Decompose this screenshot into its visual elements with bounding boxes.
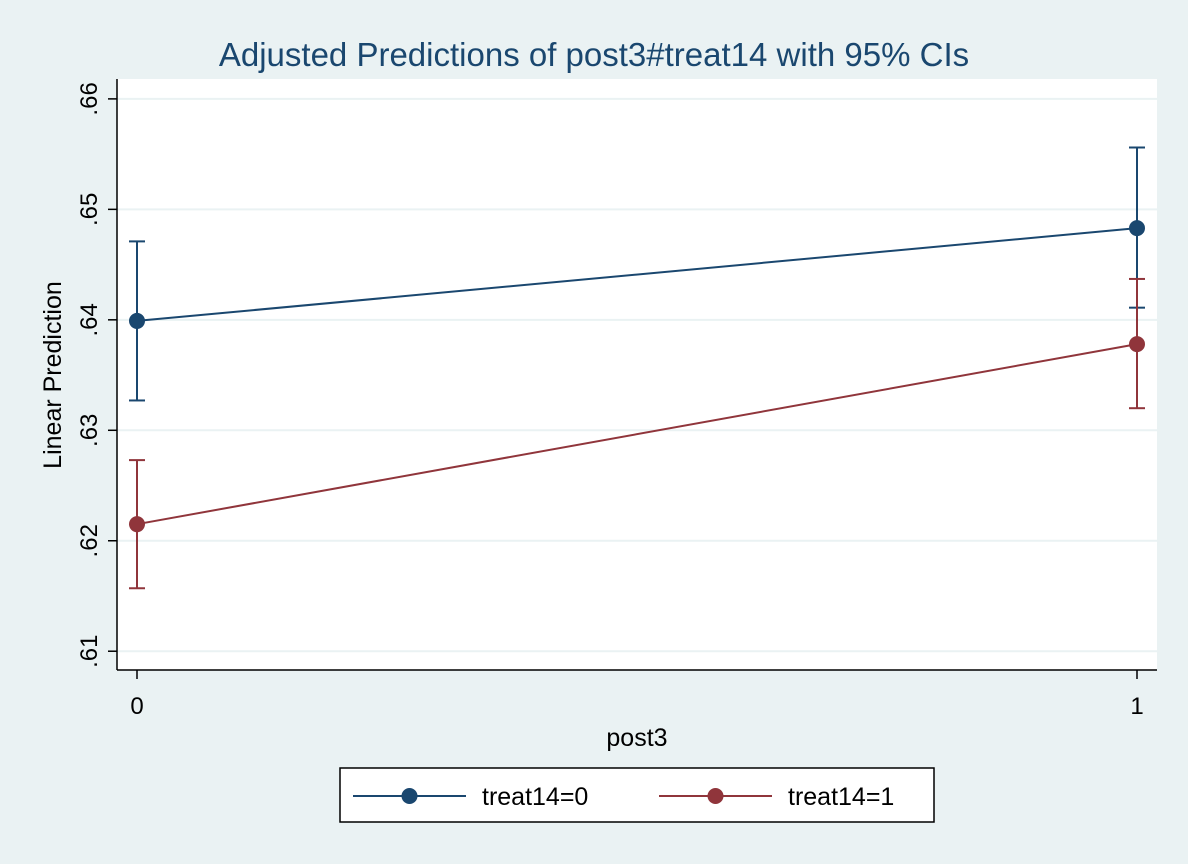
- gridlines: [117, 97, 1157, 653]
- y-tick-label: .63: [76, 414, 103, 447]
- y-tick-label: .66: [76, 82, 103, 115]
- data-point: [1129, 336, 1145, 353]
- y-axis-ticks: .61 .62 .63 .64 .65 .66: [76, 82, 117, 668]
- series-line: [136, 227, 1138, 322]
- x-tick-label: 0: [130, 693, 143, 720]
- y-tick-label: .61: [76, 635, 103, 668]
- series-line: [136, 343, 1138, 526]
- data-point: [129, 312, 145, 329]
- y-tick-label: .64: [76, 303, 103, 336]
- plot-area: [117, 79, 1157, 670]
- legend-marker: [707, 788, 724, 804]
- legend-label: treat14=1: [788, 783, 894, 811]
- y-tick-label: .65: [76, 193, 103, 226]
- x-tick-label: 1: [1130, 693, 1143, 720]
- data-point: [129, 516, 145, 533]
- y-tick-label: .62: [76, 524, 103, 557]
- chart-title: Adjusted Predictions of post3#treat14 wi…: [219, 36, 969, 73]
- y-axis-title: Linear Prediction: [39, 281, 67, 469]
- legend: treat14=0 treat14=1: [353, 783, 894, 811]
- series-group: [129, 146, 1145, 590]
- legend-marker: [401, 788, 418, 804]
- legend-label: treat14=0: [482, 783, 588, 811]
- data-point: [1129, 220, 1145, 237]
- x-axis-title: post3: [606, 724, 667, 752]
